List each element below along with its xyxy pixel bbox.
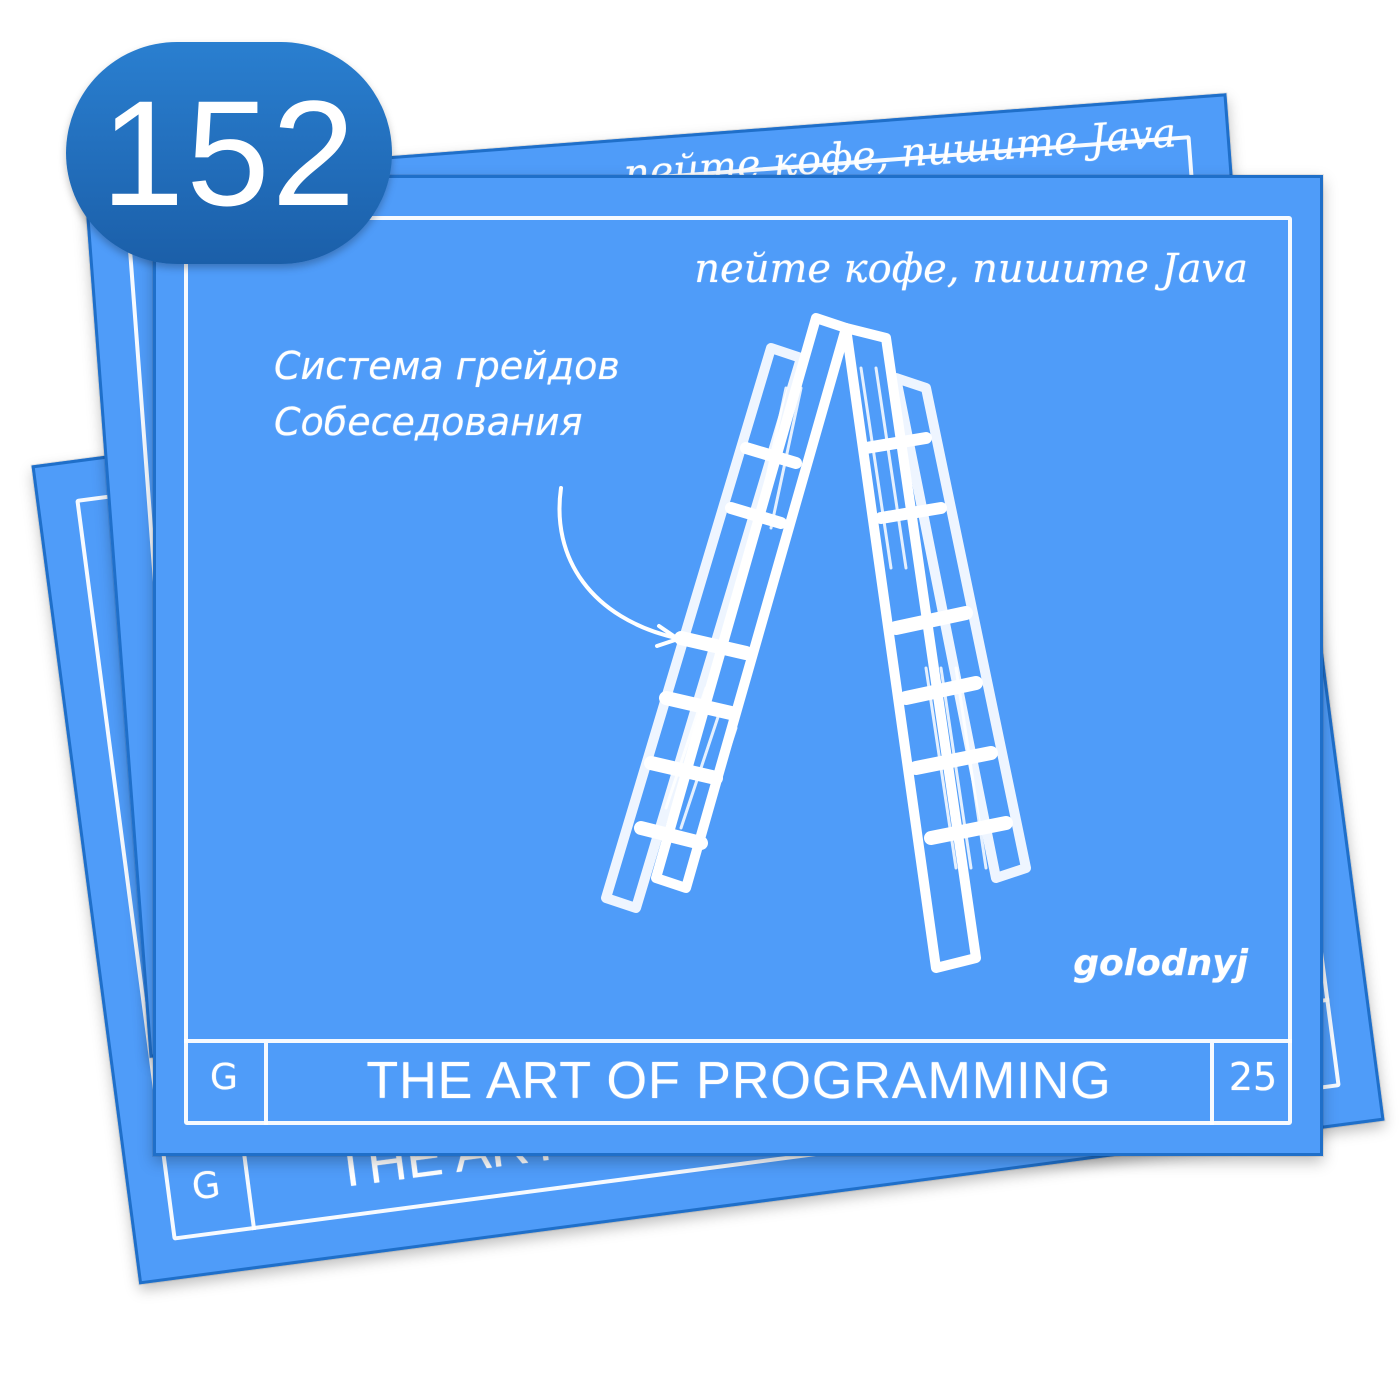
caption-line-1: Система грейдов [274, 344, 620, 388]
footer-letter: G [210, 1057, 238, 1098]
card-author: golodnyj [1073, 943, 1248, 984]
card-slogan: пейте кофе, пишите Java [694, 246, 1248, 292]
episode-number: 152 [100, 69, 358, 237]
ladder-icon [601, 313, 1031, 973]
card-caption: Система грейдов Собеседования [274, 338, 620, 450]
footer-right-divider [1210, 1043, 1214, 1125]
episode-badge: 152 [66, 42, 392, 264]
footer-page-number: 25 [1228, 1055, 1278, 1099]
front-card: пейте кофе, пишите Java Система грейдов … [153, 175, 1323, 1156]
footer-title: THE ART OF PROGRAMMING [366, 1052, 1112, 1110]
front-card-frame [184, 216, 1292, 1125]
footer-left-cell [184, 1043, 268, 1125]
card-footer: G THE ART OF PROGRAMMING 25 [184, 1039, 1292, 1125]
caption-line-2: Собеседования [274, 400, 583, 444]
